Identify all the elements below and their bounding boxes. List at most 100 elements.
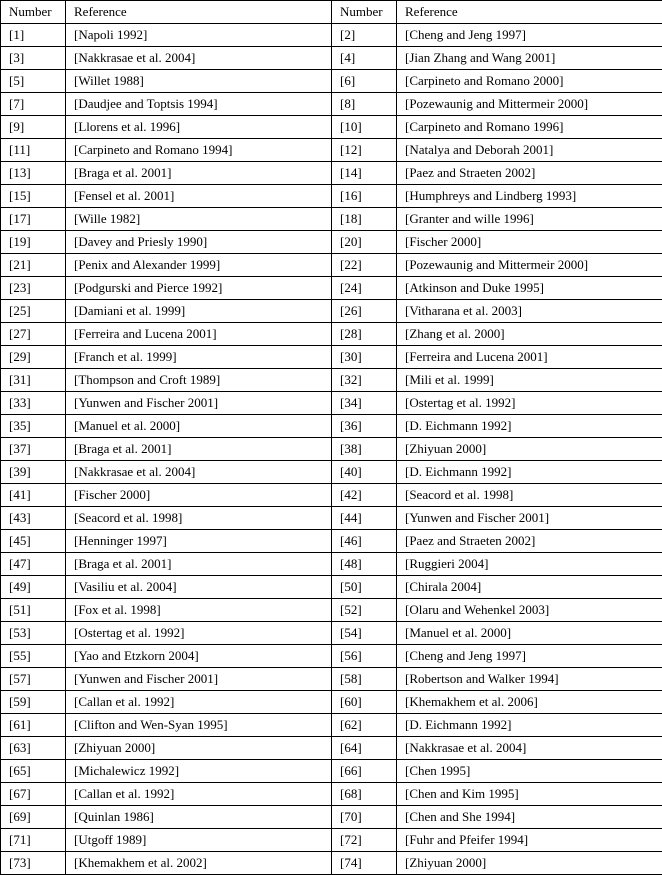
cell-number: [18] <box>332 208 397 231</box>
cell-reference: [Wille 1982] <box>66 208 332 231</box>
cell-reference: [Cheng and Jeng 1997] <box>397 24 662 47</box>
table-row: [1][Napoli 1992][2][Cheng and Jeng 1997] <box>1 24 662 47</box>
table-row: [19][Davey and Priesly 1990][20][Fischer… <box>1 231 662 254</box>
cell-number: [50] <box>332 576 397 599</box>
table-row: [37][Braga et al. 2001][38][Zhiyuan 2000… <box>1 438 662 461</box>
cell-reference: [Llorens et al. 1996] <box>66 116 332 139</box>
cell-number: [40] <box>332 461 397 484</box>
cell-number: [12] <box>332 139 397 162</box>
cell-number: [19] <box>1 231 66 254</box>
cell-number: [7] <box>1 93 66 116</box>
cell-reference: [Ruggieri 2004] <box>397 553 662 576</box>
cell-reference: [Manuel et al. 2000] <box>397 622 662 645</box>
table-row: [25][Damiani et al. 1999][26][Vitharana … <box>1 300 662 323</box>
cell-reference: [Olaru and Wehenkel 2003] <box>397 599 662 622</box>
table-row: [43][Seacord et al. 1998][44][Yunwen and… <box>1 507 662 530</box>
table-row: [53][Ostertag et al. 1992][54][Manuel et… <box>1 622 662 645</box>
table-row: [57][Yunwen and Fischer 2001][58][Robert… <box>1 668 662 691</box>
cell-reference: [Podgurski and Pierce 1992] <box>66 277 332 300</box>
cell-reference: [Robertson and Walker 1994] <box>397 668 662 691</box>
cell-reference: [Yunwen and Fischer 2001] <box>66 668 332 691</box>
cell-number: [56] <box>332 645 397 668</box>
cell-reference: [Carpineto and Romano 1996] <box>397 116 662 139</box>
cell-reference: [Nakkrasae et al. 2004] <box>397 737 662 760</box>
cell-number: [53] <box>1 622 66 645</box>
cell-reference: [Vasiliu et al. 2004] <box>66 576 332 599</box>
cell-number: [10] <box>332 116 397 139</box>
cell-reference: [Chen and Kim 1995] <box>397 783 662 806</box>
cell-reference: [Seacord et al. 1998] <box>66 507 332 530</box>
cell-reference: [Davey and Priesly 1990] <box>66 231 332 254</box>
cell-reference: [Zhiyuan 2000] <box>397 438 662 461</box>
table-row: [51][Fox et al. 1998][52][Olaru and Wehe… <box>1 599 662 622</box>
cell-reference: [Daudjee and Toptsis 1994] <box>66 93 332 116</box>
cell-number: [60] <box>332 691 397 714</box>
table-row: [61][Clifton and Wen-Syan 1995][62][D. E… <box>1 714 662 737</box>
cell-number: [55] <box>1 645 66 668</box>
table-row: [7][Daudjee and Toptsis 1994][8][Pozewau… <box>1 93 662 116</box>
cell-reference: [Fox et al. 1998] <box>66 599 332 622</box>
table-row: [3][Nakkrasae et al. 2004][4][Jian Zhang… <box>1 47 662 70</box>
cell-reference: [Nakkrasae et al. 2004] <box>66 461 332 484</box>
cell-number: [72] <box>332 829 397 852</box>
cell-reference: [Jian Zhang and Wang 2001] <box>397 47 662 70</box>
cell-number: [28] <box>332 323 397 346</box>
cell-reference: [Mili et al. 1999] <box>397 369 662 392</box>
cell-number: [37] <box>1 438 66 461</box>
cell-reference: [Chen 1995] <box>397 760 662 783</box>
table-row: [49][Vasiliu et al. 2004][50][Chirala 20… <box>1 576 662 599</box>
table-row: [41][Fischer 2000][42][Seacord et al. 19… <box>1 484 662 507</box>
cell-number: [1] <box>1 24 66 47</box>
cell-reference: [Utgoff 1989] <box>66 829 332 852</box>
cell-number: [42] <box>332 484 397 507</box>
table-row: [55][Yao and Etzkorn 2004][56][Cheng and… <box>1 645 662 668</box>
cell-number: [21] <box>1 254 66 277</box>
cell-number: [70] <box>332 806 397 829</box>
table-header: Number Reference Number Reference <box>1 1 662 24</box>
cell-reference: [Yunwen and Fischer 2001] <box>397 507 662 530</box>
cell-reference: [Seacord et al. 1998] <box>397 484 662 507</box>
cell-number: [38] <box>332 438 397 461</box>
cell-number: [46] <box>332 530 397 553</box>
cell-reference: [Yunwen and Fischer 2001] <box>66 392 332 415</box>
cell-reference: [Damiani et al. 1999] <box>66 300 332 323</box>
cell-number: [30] <box>332 346 397 369</box>
table-row: [31][Thompson and Croft 1989][32][Mili e… <box>1 369 662 392</box>
cell-number: [33] <box>1 392 66 415</box>
cell-number: [62] <box>332 714 397 737</box>
cell-number: [22] <box>332 254 397 277</box>
cell-number: [39] <box>1 461 66 484</box>
cell-reference: [Willet 1988] <box>66 70 332 93</box>
cell-reference: [Clifton and Wen-Syan 1995] <box>66 714 332 737</box>
col-reference-2: Reference <box>397 1 662 24</box>
cell-reference: [Carpineto and Romano 1994] <box>66 139 332 162</box>
cell-reference: [Chen and She 1994] <box>397 806 662 829</box>
cell-number: [16] <box>332 185 397 208</box>
cell-number: [23] <box>1 277 66 300</box>
cell-reference: [Braga et al. 2001] <box>66 553 332 576</box>
cell-reference: [Atkinson and Duke 1995] <box>397 277 662 300</box>
cell-reference: [Pozewaunig and Mittermeir 2000] <box>397 93 662 116</box>
table-row: [35][Manuel et al. 2000][36][D. Eichmann… <box>1 415 662 438</box>
cell-reference: [Paez and Straeten 2002] <box>397 530 662 553</box>
cell-reference: [Paez and Straeten 2002] <box>397 162 662 185</box>
cell-number: [69] <box>1 806 66 829</box>
cell-number: [73] <box>1 852 66 875</box>
cell-number: [51] <box>1 599 66 622</box>
table-row: [33][Yunwen and Fischer 2001][34][Ostert… <box>1 392 662 415</box>
cell-reference: [Pozewaunig and Mittermeir 2000] <box>397 254 662 277</box>
cell-number: [48] <box>332 553 397 576</box>
cell-number: [65] <box>1 760 66 783</box>
cell-reference: [Manuel et al. 2000] <box>66 415 332 438</box>
cell-number: [8] <box>332 93 397 116</box>
cell-number: [27] <box>1 323 66 346</box>
table-body: [1][Napoli 1992][2][Cheng and Jeng 1997]… <box>1 24 662 875</box>
cell-reference: [Khemakhem et al. 2002] <box>66 852 332 875</box>
cell-reference: [Vitharana et al. 2003] <box>397 300 662 323</box>
references-table: Number Reference Number Reference [1][Na… <box>0 0 662 875</box>
cell-number: [15] <box>1 185 66 208</box>
cell-reference: [Fischer 2000] <box>397 231 662 254</box>
table-row: [29][Franch et al. 1999][30][Ferreira an… <box>1 346 662 369</box>
cell-number: [71] <box>1 829 66 852</box>
cell-number: [58] <box>332 668 397 691</box>
